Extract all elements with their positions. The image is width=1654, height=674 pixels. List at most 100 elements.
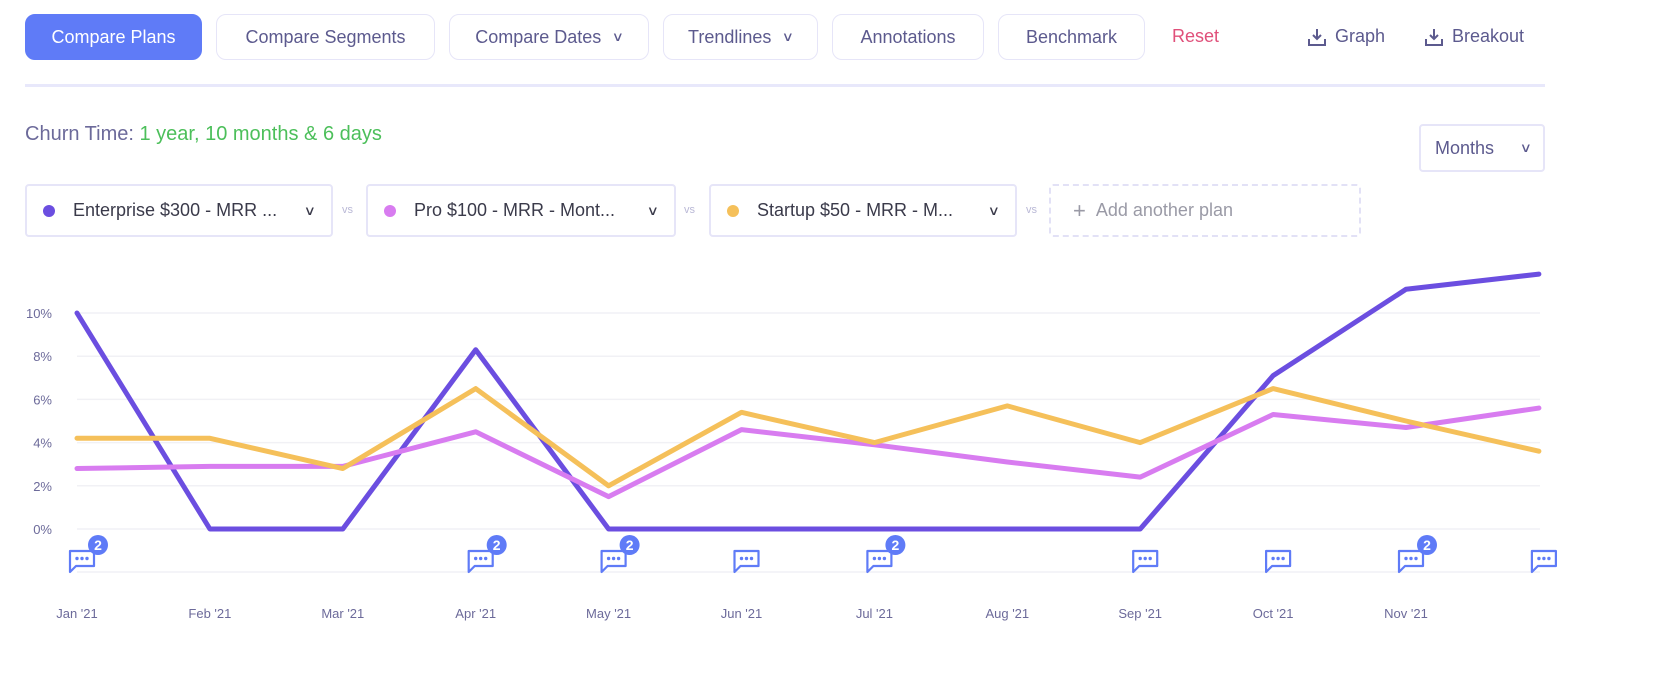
comment-icon — [1397, 549, 1425, 574]
x-tick-label: Nov '21 — [1384, 606, 1428, 621]
vs-label: vs — [342, 204, 353, 216]
comment-dot — [85, 556, 89, 561]
compare-segments-label: Compare Segments — [245, 26, 406, 47]
plan-select-enterprise[interactable]: Enterprise $300 - MRR ... ∨ — [25, 184, 333, 237]
annotation-marker[interactable] — [1265, 549, 1292, 574]
series-line — [74, 386, 1542, 489]
compare-segments-button[interactable]: Compare Segments — [216, 14, 435, 60]
series-line — [74, 271, 1542, 532]
comment-dot — [1143, 556, 1147, 561]
reset-label: Reset — [1172, 26, 1220, 46]
comment-dot — [1148, 556, 1152, 561]
annotations-button[interactable]: Annotations — [832, 14, 984, 60]
comment-dot — [1138, 556, 1142, 561]
comment-dot — [744, 556, 749, 561]
download-icon — [1425, 28, 1443, 46]
comment-dot — [749, 556, 754, 561]
download-breakout-button[interactable]: Breakout — [1424, 26, 1524, 47]
graph-label: Graph — [1335, 26, 1386, 46]
divider — [25, 84, 1545, 87]
comment-dot — [1271, 556, 1275, 561]
annotation-marker[interactable]: 2 — [467, 535, 507, 574]
period-select[interactable]: Months ∨ — [1419, 124, 1545, 172]
annotation-marker[interactable] — [1530, 549, 1557, 574]
annotation-count: 2 — [94, 537, 102, 553]
x-tick-label: Jul '21 — [856, 606, 893, 621]
annotation-marker[interactable]: 2 — [68, 535, 108, 574]
series-color-dot — [43, 204, 55, 217]
comment-icon — [68, 549, 96, 574]
comment-dot — [882, 556, 887, 561]
x-tick-label: Aug '21 — [985, 606, 1029, 621]
download-graph-button[interactable]: Graph — [1307, 26, 1385, 47]
annotation-count: 2 — [493, 537, 501, 553]
comment-dot — [1404, 556, 1408, 561]
churn-time-value: 1 year, 10 months & 6 days — [139, 123, 382, 145]
annotation-marker[interactable]: 2 — [1397, 535, 1437, 574]
comment-dot — [606, 556, 611, 561]
plan-label: Pro $100 - MRR - Mont... — [414, 200, 616, 220]
comment-icon — [1530, 549, 1557, 574]
comment-dot — [739, 556, 744, 561]
annotation-count: 2 — [1423, 537, 1431, 553]
compare-dates-label: Compare Dates — [475, 26, 602, 47]
comment-dot — [1409, 556, 1413, 561]
annotation-count-badge — [88, 535, 108, 555]
x-tick-label: Jan '21 — [56, 606, 98, 621]
compare-plans-button[interactable]: Compare Plans — [25, 14, 202, 60]
annotation-count: 2 — [626, 537, 634, 553]
annotation-marker[interactable] — [1132, 549, 1159, 574]
comment-dot — [474, 556, 478, 561]
comment-dot — [479, 556, 483, 561]
plus-icon: + — [1073, 197, 1086, 223]
comment-dot — [1542, 556, 1546, 561]
annotation-marker[interactable] — [733, 549, 760, 574]
plan-select-startup[interactable]: Startup $50 - MRR - M... ∨ — [709, 184, 1017, 237]
comment-dot — [1537, 556, 1541, 561]
plan-select-pro[interactable]: Pro $100 - MRR - Mont... ∨ — [366, 184, 676, 237]
annotation-marker[interactable]: 2 — [866, 535, 906, 574]
comment-icon — [600, 549, 627, 574]
annotation-count-badge — [1417, 535, 1437, 555]
y-tick-label: 10% — [26, 306, 52, 321]
y-tick-label: 0% — [33, 522, 52, 537]
y-tick-label: 8% — [33, 349, 52, 364]
vs-label: vs — [1026, 204, 1037, 216]
comment-dot — [1281, 556, 1285, 561]
x-tick-label: Oct '21 — [1253, 606, 1294, 621]
comment-dot — [872, 556, 877, 561]
y-tick-label: 6% — [33, 392, 52, 407]
series-line — [74, 405, 1542, 500]
compare-plans-label: Compare Plans — [51, 26, 176, 47]
compare-dates-dropdown[interactable]: Compare Dates ∨ — [449, 14, 649, 60]
annotation-count-badge — [885, 535, 906, 555]
benchmark-button[interactable]: Benchmark — [998, 14, 1145, 60]
chevron-down-icon: ∨ — [304, 202, 317, 218]
comment-dot — [1276, 556, 1280, 561]
trendlines-dropdown[interactable]: Trendlines ∨ — [663, 14, 818, 60]
comment-dot — [1547, 556, 1551, 561]
annotation-count: 2 — [892, 537, 900, 553]
comment-icon — [467, 549, 494, 574]
comment-dot — [80, 556, 84, 561]
y-tick-label: 4% — [33, 436, 52, 451]
churn-time-label: Churn Time: — [25, 123, 134, 145]
chevron-down-icon: ∨ — [647, 202, 660, 218]
comment-icon — [733, 549, 760, 574]
comment-dot — [1414, 556, 1418, 561]
x-tick-label: Mar '21 — [321, 606, 364, 621]
reset-link[interactable]: Reset — [1172, 26, 1219, 47]
comment-dot — [75, 556, 79, 561]
add-plan-button[interactable]: + Add another plan — [1049, 184, 1361, 237]
y-tick-label: 2% — [33, 479, 52, 494]
annotation-marker[interactable]: 2 — [600, 535, 640, 574]
plan-label: Enterprise $300 - MRR ... — [73, 200, 278, 220]
x-tick-label: Feb '21 — [188, 606, 231, 621]
plan-label: Startup $50 - MRR - M... — [757, 200, 954, 220]
series-color-dot — [727, 204, 739, 217]
x-tick-label: May '21 — [586, 606, 631, 621]
chevron-down-icon: ∨ — [611, 29, 625, 44]
chevron-down-icon: ∨ — [1520, 140, 1533, 155]
breakout-label: Breakout — [1452, 26, 1525, 46]
download-icon — [1308, 28, 1326, 46]
